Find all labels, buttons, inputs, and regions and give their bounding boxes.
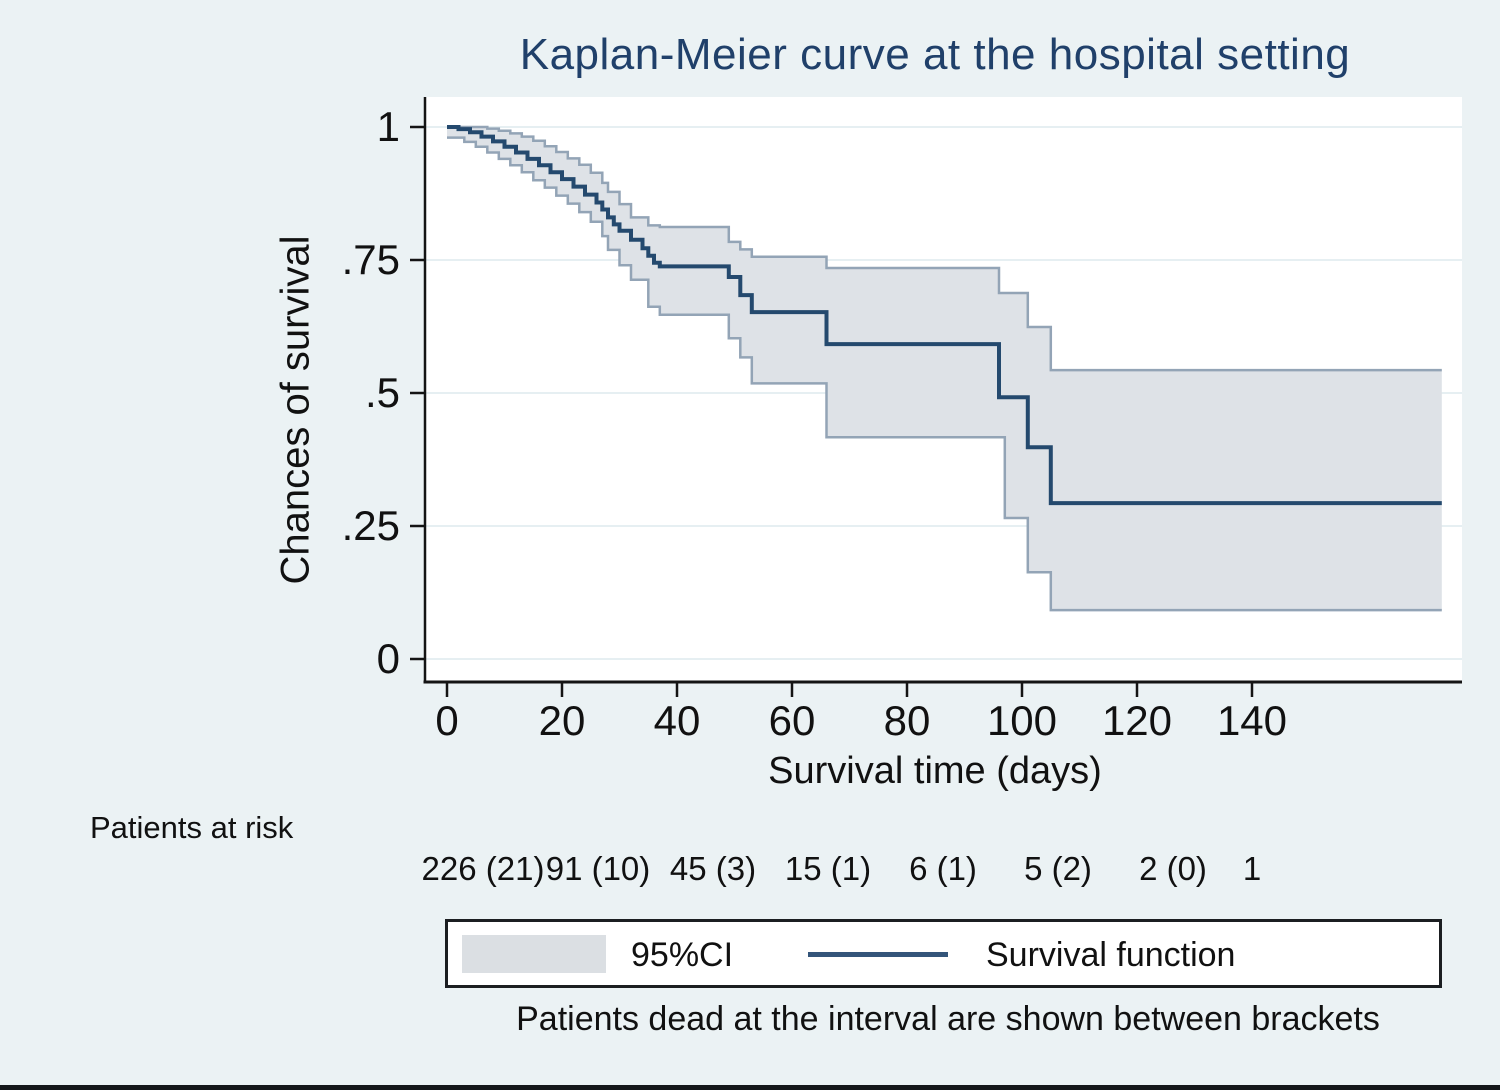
bottom-edge-bar	[0, 1085, 1500, 1090]
y-tick-label: .25	[341, 502, 400, 549]
x-tick-label: 0	[435, 697, 459, 744]
at-risk-value: 91 (10)	[545, 850, 651, 887]
legend-box: 95%CI Survival function	[445, 919, 1442, 988]
at-risk-value: 15 (1)	[784, 850, 872, 887]
legend-survival-label: Survival function	[986, 936, 1236, 974]
x-axis-label: Survival time (days)	[768, 750, 1102, 792]
x-tick-label: 80	[883, 697, 931, 744]
x-tick-label: 140	[1216, 697, 1288, 744]
survival-line	[447, 125, 1442, 506]
ci-band	[447, 127, 1442, 611]
x-tick-label: 20	[538, 697, 586, 744]
x-tick-label: 60	[768, 697, 816, 744]
legend-ci-label: 95%CI	[631, 936, 734, 974]
at-risk-value: 1	[1242, 850, 1262, 887]
x-tick-label: 100	[986, 697, 1058, 744]
x-tick-label: 120	[1101, 697, 1173, 744]
footnote: Patients dead at the interval are shown …	[516, 1000, 1380, 1038]
legend-survival-line-sample	[808, 952, 948, 957]
legend-ci-swatch	[462, 935, 606, 973]
at-risk-value: 226 (21)	[421, 850, 545, 887]
y-tick-label: .75	[341, 236, 400, 283]
at-risk-value: 5 (2)	[1024, 850, 1092, 887]
patients-at-risk-header: Patients at risk	[90, 810, 294, 845]
ci-upper-border	[447, 125, 1442, 372]
y-tick-label: .5	[364, 369, 400, 416]
at-risk-value: 2 (0)	[1139, 850, 1207, 887]
ci-lower-border	[447, 136, 1442, 612]
y-tick-label: 1	[376, 103, 400, 150]
x-tick-label: 40	[653, 697, 701, 744]
chart-title: Kaplan-Meier curve at the hospital setti…	[519, 30, 1351, 79]
at-risk-value: 45 (3)	[669, 850, 757, 887]
y-tick-label: 0	[376, 635, 400, 682]
at-risk-value: 6 (1)	[909, 850, 977, 887]
